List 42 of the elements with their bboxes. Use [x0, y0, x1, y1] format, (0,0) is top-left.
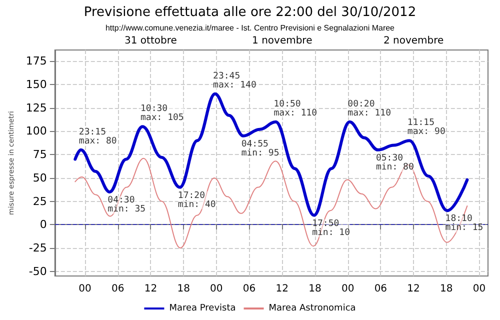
annotation: 10:30 max: 105: [140, 104, 184, 124]
annotation: 23:15 max: 80: [78, 127, 117, 146]
x-tick-label: 06: [374, 284, 388, 294]
x-tick-label: 00: [341, 284, 354, 294]
annotation: 11:15 max: 90: [407, 118, 446, 138]
y-tick-label: 75: [32, 148, 47, 162]
y-tick-label: 25: [32, 194, 47, 208]
x-tick-label: 18: [308, 284, 322, 294]
x-tick-label: 12: [407, 284, 420, 294]
y-tick-label: 50: [32, 171, 47, 184]
y-tick-label: -50: [28, 264, 47, 278]
x-tick-label: 00: [210, 284, 223, 294]
annotation: 17:20 min: 40: [178, 190, 216, 210]
x2-tick-label: 1 novembre: [252, 36, 312, 46]
annotation: 00:20 max: 110: [348, 99, 392, 118]
annotation: 17:50 min: 10: [312, 218, 350, 238]
y-tick-label: 175: [26, 54, 47, 68]
x-tick-label: 12: [276, 284, 288, 294]
y-tick-label: -25: [28, 241, 47, 254]
chart-subtitle: http://www.comune.venezia.it/maree - Ist. Centro Previsioni e Segnalazioni Maree: [105, 24, 396, 32]
y-tick-label: 150: [26, 78, 47, 92]
annotation: 04:55 min: 95: [241, 139, 280, 158]
x-tick-label: 12: [144, 284, 158, 294]
annotation: 04:30 min: 35: [108, 195, 146, 214]
x2-tick-label: 2 novembre: [383, 36, 444, 46]
x-tick-label: 06: [111, 284, 124, 294]
annotation: 05:30 min: 80: [376, 153, 414, 172]
x-tick-label: 18: [177, 284, 190, 294]
x-tick-label: 00: [472, 284, 486, 294]
legend-label: Marea Astronomica: [268, 304, 356, 314]
legend-label: Marea Prevista: [169, 304, 236, 314]
x-tick-label: 06: [242, 284, 256, 294]
annotation: 23:45 max: 140: [213, 71, 256, 90]
x-tick-label: 00: [78, 284, 92, 294]
y-tick-label: 0: [40, 218, 47, 232]
annotation: 10:50 max: 110: [274, 99, 318, 118]
annotation: 18:10 min: 15: [445, 214, 484, 234]
x2-tick-label: 31 ottobre: [124, 36, 177, 46]
y-tick-label: 100: [26, 124, 47, 138]
x-tick-label: 18: [440, 284, 453, 294]
y-tick-label: 125: [26, 101, 47, 114]
chart-title: Previsione effettuata alle ore 22:00 del 30/10/2012: [84, 5, 416, 20]
